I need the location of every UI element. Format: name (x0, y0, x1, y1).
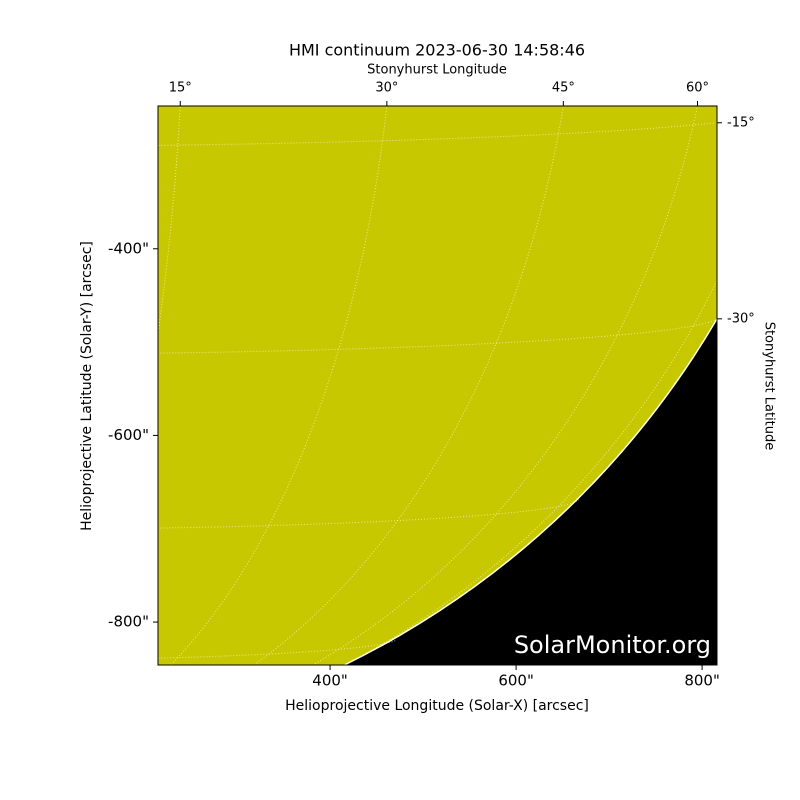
solar-disk (158, 106, 717, 665)
y2-tick-label: -15° (727, 115, 755, 130)
lon-grid-line (253, 106, 564, 665)
x-tick-label: 400" (312, 672, 348, 690)
y-tick-label: -400" (108, 239, 149, 257)
x-axis-label: Helioprojective Longitude (Solar-X) [arc… (285, 698, 589, 714)
lon-grid-line (311, 106, 699, 665)
lon-grid-line (343, 279, 717, 665)
x2-tick-label: 30° (375, 81, 398, 96)
lat-grid-line (0, 729, 181, 738)
x2-tick-label: 60° (686, 81, 709, 96)
y-axis-label: Helioprojective Latitude (Solar-Y) [arcs… (79, 241, 95, 531)
x-tick-label: 600" (498, 672, 534, 690)
y-tick-label: -800" (108, 613, 149, 631)
y-tick-label: -600" (108, 426, 149, 444)
y2-axis-label: Stonyhurst Latitude (762, 322, 777, 451)
watermark: SolarMonitor.org (514, 631, 711, 659)
x-tick-label: 800" (684, 672, 720, 690)
plot (0, 106, 717, 738)
frame (157, 105, 718, 666)
x2-tick-label: 45° (552, 81, 575, 96)
chart-title: HMI continuum 2023-06-30 14:58:46 (289, 41, 585, 60)
x2-tick-label: 15° (169, 81, 192, 96)
lat-grid-line (158, 639, 396, 659)
y2-tick-label: -30° (727, 311, 755, 326)
x2-axis-label: Stonyhurst Longitude (367, 63, 507, 78)
